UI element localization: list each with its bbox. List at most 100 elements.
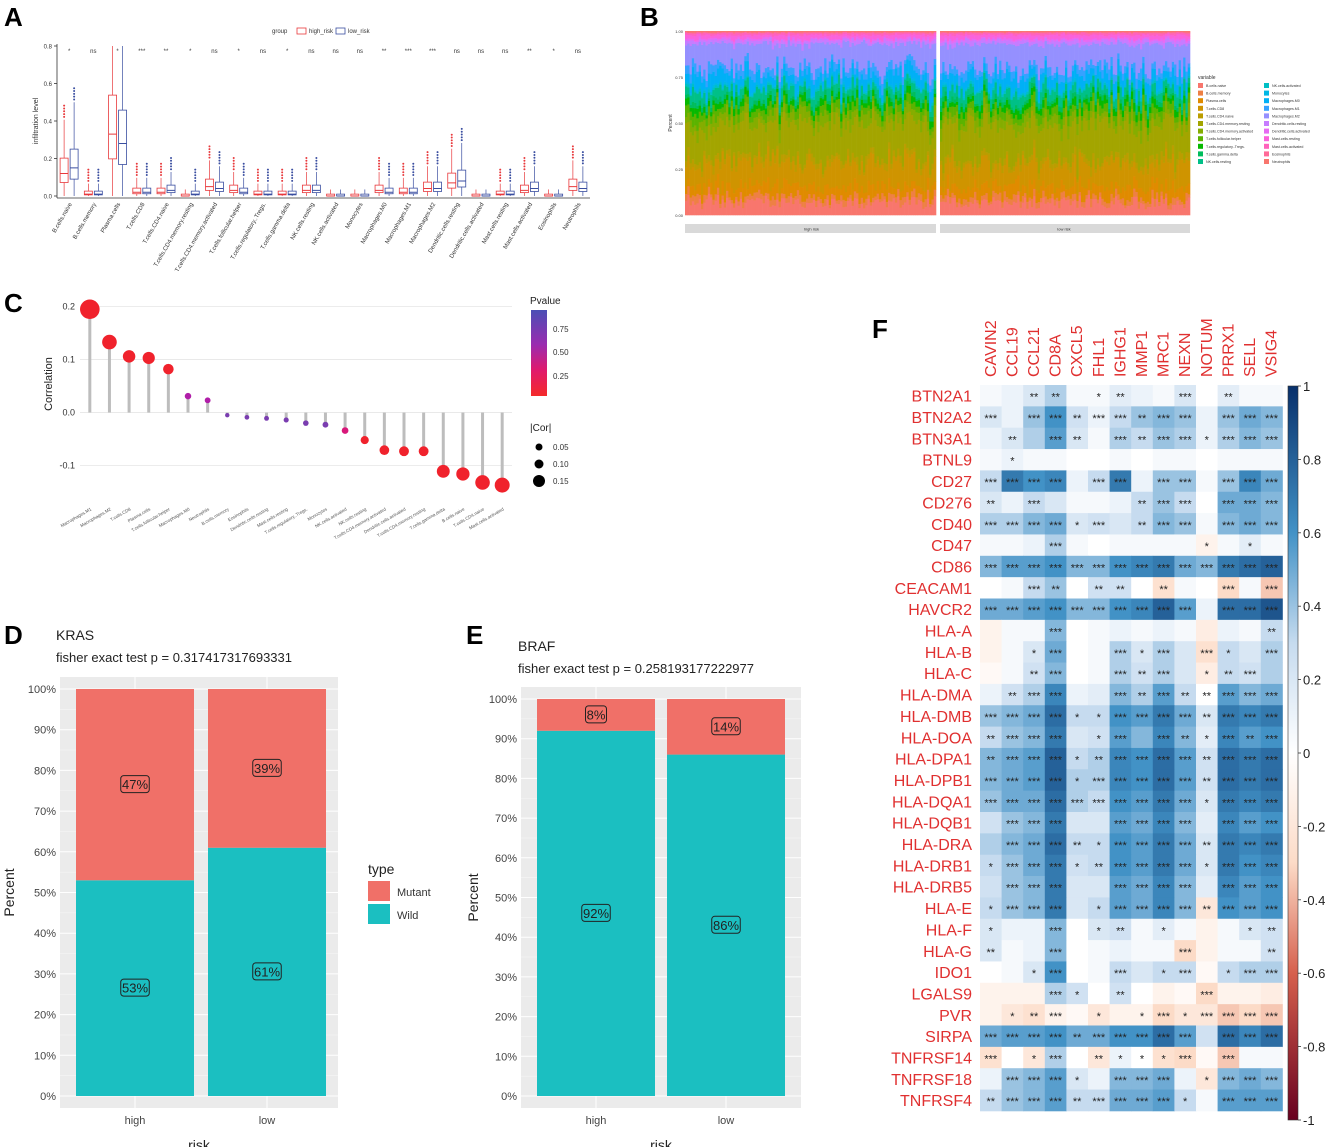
- b-stack-segment: [1005, 151, 1009, 155]
- b-stack-segment: [1165, 60, 1168, 72]
- b-stack-segment: [789, 97, 793, 101]
- b-stack-segment: [1124, 87, 1127, 95]
- b-stack-segment: [1151, 103, 1154, 114]
- b-stack-segment: [958, 160, 961, 168]
- b-stack-segment: [1085, 194, 1089, 199]
- b-stack-segment: [944, 71, 948, 76]
- b-stack-segment: [817, 86, 820, 89]
- b-stack-segment: [980, 33, 984, 35]
- b-stack-segment: [1037, 41, 1041, 47]
- b-stack-segment: [687, 112, 690, 123]
- b-stack-segment: [1067, 98, 1070, 101]
- b-stack-segment: [874, 85, 877, 94]
- b-stack-segment: [1087, 178, 1091, 191]
- b-stack-segment: [1108, 38, 1111, 42]
- b-stack-segment: [716, 86, 720, 88]
- b-stack-segment: [1062, 41, 1066, 76]
- b-stack-segment: [844, 72, 848, 77]
- b-stack-segment: [748, 108, 752, 112]
- b-stack-segment: [908, 74, 912, 77]
- b-stack-segment: [728, 200, 731, 216]
- b-stack-segment: [999, 31, 1002, 33]
- b-stack-segment: [726, 104, 729, 117]
- b-stack-segment: [1099, 78, 1102, 82]
- b-stack-segment: [969, 34, 973, 41]
- b-stack-segment: [1094, 37, 1098, 41]
- b-stack-segment: [1080, 31, 1084, 32]
- b-stack-segment: [1080, 32, 1084, 36]
- b-stack-segment: [744, 38, 747, 40]
- b-stack-segment: [789, 100, 793, 105]
- a-box: [568, 178, 578, 191]
- b-stack-segment: [1126, 39, 1129, 45]
- b-stack-segment: [858, 31, 861, 33]
- b-stack-segment: [840, 31, 843, 33]
- b-stack-segment: [1062, 90, 1066, 93]
- b-stack-segment: [767, 105, 770, 117]
- a-x-tick-label: Mast.cells.resting: [482, 202, 510, 245]
- b-stack-segment: [1085, 198, 1089, 216]
- b-stack-segment: [980, 195, 984, 201]
- b-stack-segment: [1144, 101, 1148, 105]
- b-stack-segment: [783, 31, 786, 33]
- b-stack-segment: [735, 72, 738, 82]
- b-stack-segment: [805, 190, 809, 199]
- b-stack-segment: [778, 47, 782, 83]
- a-significance: **: [527, 49, 532, 55]
- b-stack-segment: [824, 100, 827, 110]
- b-stack-segment: [1012, 110, 1016, 113]
- b-stack-segment: [983, 68, 986, 71]
- b-stack-segment: [931, 163, 935, 170]
- b-stack-segment: [851, 111, 855, 125]
- b-stack-segment: [837, 63, 841, 71]
- b-stack-segment: [844, 117, 848, 130]
- b-stack-segment: [837, 44, 841, 60]
- b-stack-segment: [876, 199, 880, 216]
- b-stack-segment: [837, 154, 841, 160]
- b-stack-segment: [817, 40, 820, 44]
- b-stack-segment: [739, 75, 743, 85]
- b-stack-segment: [1019, 31, 1023, 34]
- b-stack-segment: [940, 45, 943, 74]
- b-stack-segment: [920, 31, 923, 33]
- b-stack-segment: [767, 80, 770, 83]
- b-stack-segment: [769, 109, 773, 121]
- b-stack-segment: [1124, 84, 1127, 87]
- b-stack-segment: [1024, 164, 1027, 187]
- b-stack-segment: [1137, 201, 1141, 209]
- b-stack-segment: [700, 35, 704, 39]
- b-stack-segment: [1090, 198, 1093, 208]
- b-stack-segment: [794, 119, 798, 125]
- b-stack-segment: [1083, 110, 1086, 118]
- b-stack-segment: [974, 112, 977, 121]
- b-stack-segment: [746, 195, 750, 200]
- a-outlier: [73, 95, 76, 98]
- b-stack-segment: [815, 32, 818, 35]
- b-stack-segment: [924, 191, 928, 200]
- b-stack-segment: [1019, 171, 1023, 192]
- b-stack-segment: [783, 72, 786, 75]
- b-stack-segment: [1083, 45, 1086, 71]
- b-stack-segment: [869, 45, 873, 68]
- b-stack-segment: [755, 43, 759, 64]
- b-stack-segment: [1024, 38, 1027, 41]
- b-stack-segment: [951, 106, 954, 117]
- b-stack-segment: [703, 103, 706, 107]
- a-significance: ns: [332, 49, 338, 55]
- b-stack-segment: [996, 132, 1000, 164]
- b-stack-segment: [878, 43, 882, 77]
- b-stack-segment: [760, 156, 763, 164]
- a-outlier: [281, 171, 284, 174]
- b-stack-segment: [867, 96, 871, 106]
- b-stack-segment: [789, 82, 793, 86]
- b-stack-segment: [849, 77, 852, 85]
- b-stack-segment: [853, 35, 857, 41]
- b-stack-segment: [1005, 121, 1009, 152]
- b-stack-segment: [760, 185, 763, 194]
- b-stack-segment: [876, 125, 880, 157]
- a-outlier: [581, 151, 584, 154]
- b-stack-segment: [1133, 87, 1136, 90]
- b-stack-segment: [1040, 87, 1043, 90]
- b-stack-segment: [792, 96, 795, 100]
